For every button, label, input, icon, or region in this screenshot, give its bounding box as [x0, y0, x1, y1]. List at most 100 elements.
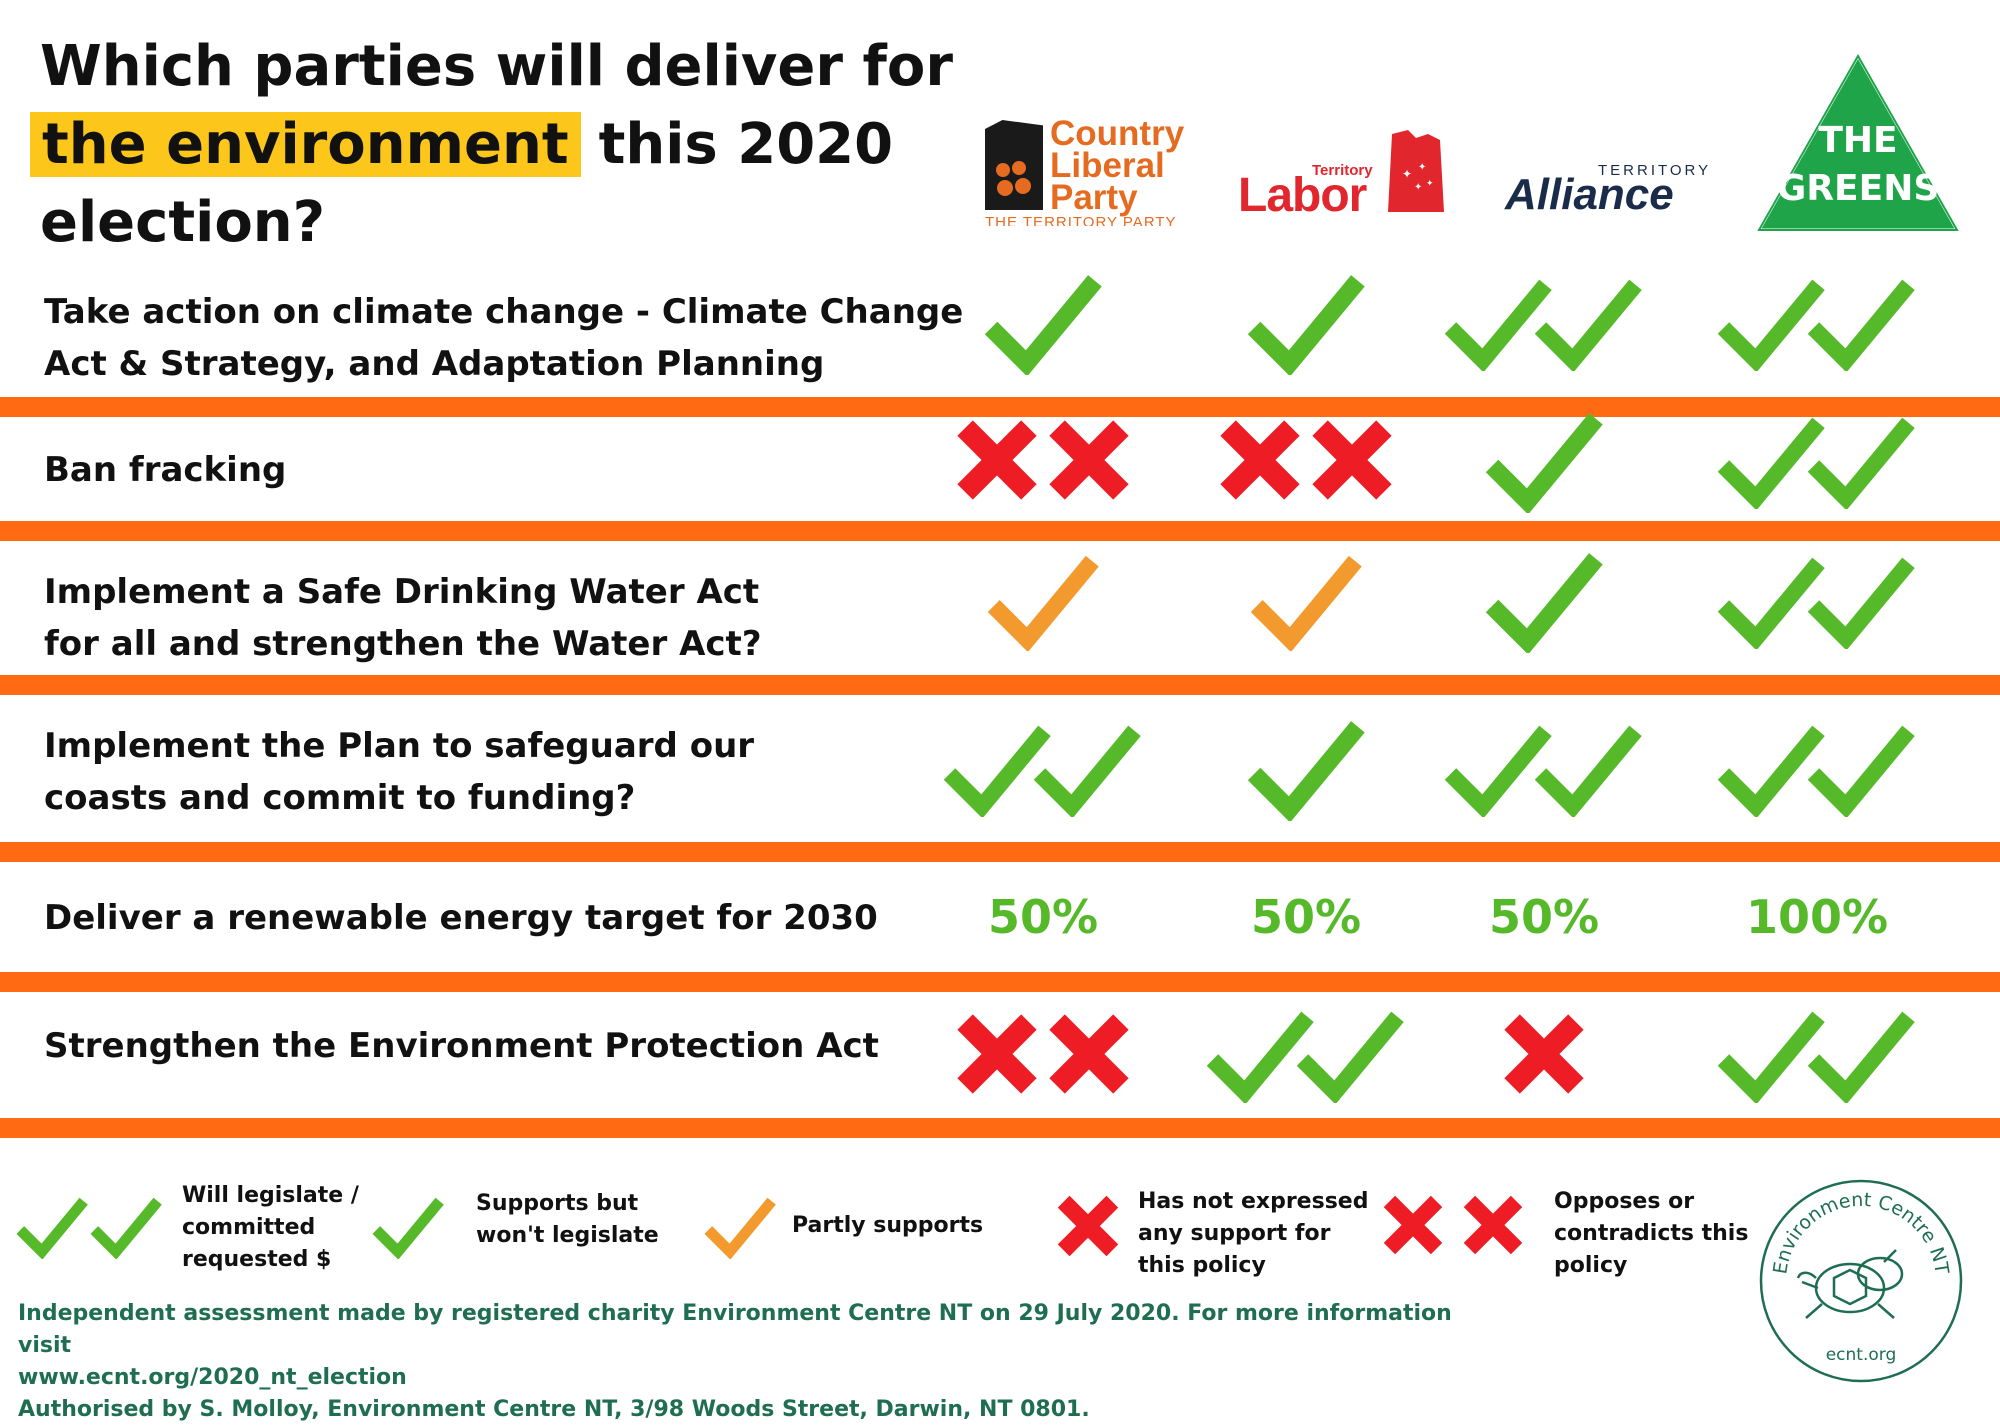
row-label-line: Strengthen the Environment Protection Ac… [44, 1026, 879, 1066]
mark-greens-row6-check-icon [1807, 1011, 1915, 1104]
renewable-target-greens: 100% [1745, 890, 1889, 944]
mark-greens-row1-check-icon [1717, 279, 1825, 372]
mark-labor-row2-cross-icon [1220, 420, 1300, 500]
labor-name: Labor [1238, 169, 1367, 222]
legend-line: this policy [1138, 1253, 1266, 1278]
row-divider [0, 842, 2000, 862]
row-label-water: Implement a Safe Drinking Water Act for … [44, 566, 984, 670]
legend-double-check-icon [90, 1197, 162, 1259]
row-divider [0, 397, 2000, 417]
mark-clp-row6-cross-icon [957, 1014, 1037, 1094]
row-label-line: Deliver a renewable energy target for 20… [44, 898, 878, 938]
footer-disclaimer: Independent assessment made by registere… [18, 1298, 1498, 1426]
legend-label-no-support: Has not expressed any support for this p… [1138, 1186, 1368, 1282]
mark-clp-row4-check-icon [943, 725, 1051, 818]
mark-greens-row2-check-icon [1807, 417, 1915, 510]
mark-greens-row6-check-icon [1717, 1011, 1825, 1104]
mark-greens-row3-check-icon [1807, 557, 1915, 650]
mark-alliance-row2-check-icon [1485, 413, 1603, 514]
legend-line: Has not expressed [1138, 1189, 1369, 1214]
legend-line: Will legislate / [182, 1183, 359, 1208]
mark-labor-row1-check-icon [1247, 275, 1365, 376]
svg-text:✦: ✦ [1414, 182, 1422, 193]
mark-labor-row6-check-icon [1296, 1011, 1404, 1104]
mark-alliance-row4-check-icon [1444, 725, 1552, 818]
legend-line: Partly supports [792, 1213, 984, 1238]
title-line-3: election? [40, 190, 326, 255]
mark-greens-row4-check-icon [1807, 725, 1915, 818]
title-highlight: the environment [30, 112, 581, 177]
legend-label-will-legislate: Will legislate / committed requested $ [182, 1180, 359, 1276]
title-line-2: the environment this 2020 [30, 106, 1000, 184]
title-line-1: Which parties will deliver for [40, 34, 953, 99]
title-line-2-rest: this 2020 [598, 112, 894, 177]
row-label-line: coasts and commit to funding? [44, 778, 636, 818]
row-divider [0, 521, 2000, 541]
row-label-line: for all and strengthen the Water Act? [44, 624, 762, 664]
legend-label-opposes: Opposes or contradicts this policy [1554, 1186, 1748, 1282]
row-label-fracking: Ban fracking [44, 444, 984, 496]
greens-line-2: GREENS [1777, 168, 1940, 209]
row-label-line: Implement the Plan to safeguard our [44, 726, 755, 766]
greens-line-1: THE [1818, 120, 1897, 161]
mark-alliance-row1-check-icon [1534, 279, 1642, 372]
legend-cross-icon [1057, 1195, 1119, 1257]
row-label-climate: Take action on climate change - Climate … [44, 286, 984, 390]
legend-line: committed [182, 1215, 316, 1240]
clp-subtitle: THE TERRITORY PARTY [985, 214, 1177, 226]
legend-label-supports: Supports but won't legislate [476, 1188, 659, 1252]
ecnt-url: ecnt.org [1826, 1345, 1897, 1365]
clp-name-line: Liberal [1050, 146, 1165, 185]
legend-line: requested $ [182, 1247, 332, 1272]
row-label-coasts: Implement the Plan to safeguard our coas… [44, 720, 984, 824]
mark-greens-row4-check-icon [1717, 725, 1825, 818]
footer-authorised: Authorised by S. Molloy, Environment Cen… [18, 1397, 1090, 1422]
mark-labor-row6-check-icon [1206, 1011, 1314, 1104]
footer-assessment: Independent assessment made by registere… [18, 1301, 1452, 1358]
greens-logo: THE GREENS [1756, 52, 1960, 232]
mark-greens-row2-check-icon [1717, 417, 1825, 510]
footer-link[interactable]: www.ecnt.org/2020_nt_election [18, 1365, 407, 1390]
alliance-territory-text: TERRITORY [1598, 162, 1712, 179]
mark-labor-row3-partial-check-icon [1250, 555, 1362, 651]
mark-alliance-row6-cross-icon [1504, 1014, 1584, 1094]
mark-clp-row4-check-icon [1033, 725, 1141, 818]
clp-name-line: Party [1050, 178, 1138, 217]
legend-double-check-icon [16, 1197, 88, 1259]
legend-line: Supports but [476, 1191, 639, 1216]
mark-clp-row1-check-icon [984, 275, 1102, 376]
labor-territory-text: Territory [1312, 162, 1373, 179]
legend-line: policy [1554, 1253, 1628, 1278]
clp-name-line: Country [1050, 114, 1185, 153]
ecnt-logo: Environment Centre NT ecnt.org [1759, 1179, 1963, 1383]
renewable-target-clp: 50% [987, 890, 1099, 944]
row-divider [0, 972, 2000, 992]
mark-clp-row2-cross-icon [957, 420, 1037, 500]
turtle-icon [1796, 1249, 1904, 1319]
legend-double-cross-icon [1463, 1195, 1523, 1255]
mark-alliance-row1-check-icon [1444, 279, 1552, 372]
row-label-renewables: Deliver a renewable energy target for 20… [44, 892, 984, 944]
mark-alliance-row4-check-icon [1534, 725, 1642, 818]
row-label-line: Ban fracking [44, 450, 287, 490]
legend-check-icon [372, 1197, 444, 1259]
mark-clp-row2-cross-icon [1049, 420, 1129, 500]
labor-nt-map-icon: ✦ ✦ ✦ ✦ [1388, 130, 1444, 212]
row-label-epa: Strengthen the Environment Protection Ac… [44, 1020, 984, 1072]
legend-line: any support for [1138, 1221, 1331, 1246]
row-divider [0, 1118, 2000, 1138]
legend-partial-check-icon [704, 1197, 776, 1259]
svg-text:✦: ✦ [1402, 167, 1412, 181]
legend-double-cross-icon [1383, 1195, 1443, 1255]
row-label-line: Take action on climate change - Climate … [44, 292, 964, 332]
legend-line: won't legislate [476, 1223, 659, 1248]
mark-greens-row1-check-icon [1807, 279, 1915, 372]
mark-clp-row6-cross-icon [1049, 1014, 1129, 1094]
mark-greens-row3-check-icon [1717, 557, 1825, 650]
legend-label-partly: Partly supports [792, 1210, 983, 1242]
svg-text:✦: ✦ [1418, 162, 1426, 173]
mark-clp-row3-partial-check-icon [987, 555, 1099, 651]
mark-labor-row2-cross-icon [1312, 420, 1392, 500]
svg-text:✦: ✦ [1426, 179, 1434, 189]
alliance-name: Alliance [1505, 170, 1674, 219]
